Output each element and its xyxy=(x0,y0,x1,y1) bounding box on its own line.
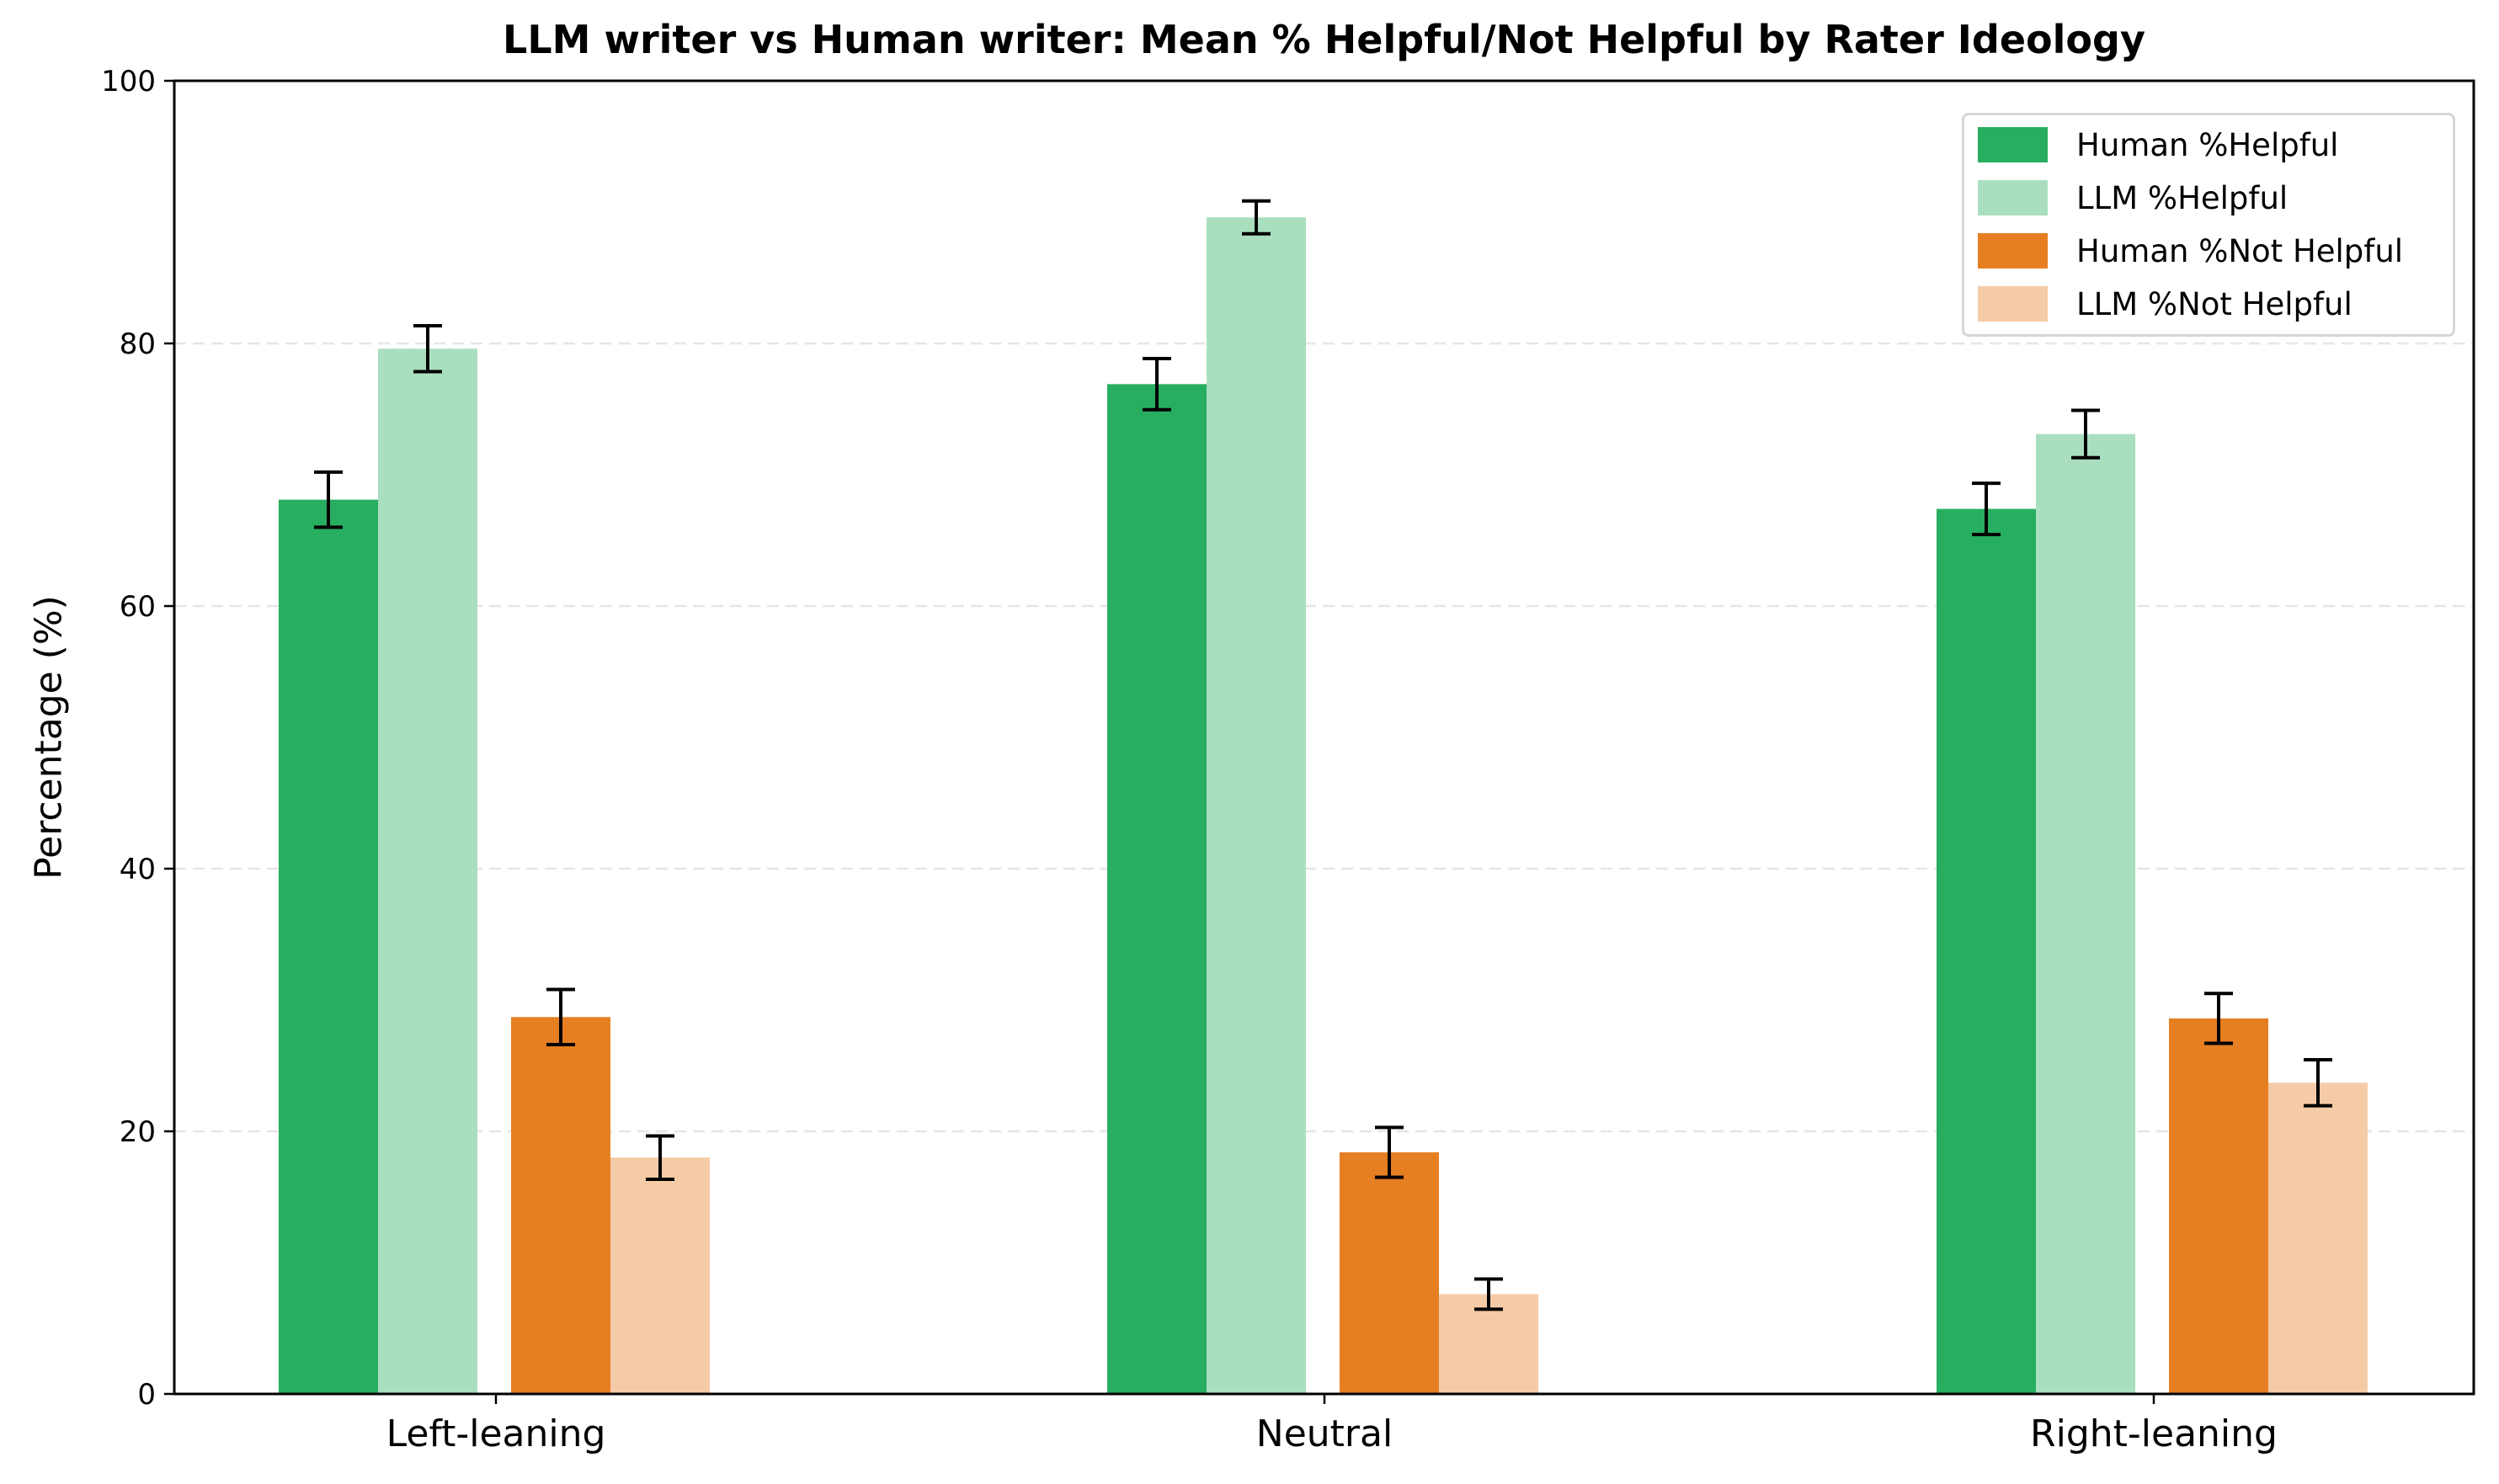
bar xyxy=(2268,1082,2368,1394)
legend-label: Human %Helpful xyxy=(2076,126,2339,163)
bar xyxy=(1207,217,1306,1394)
legend-label: LLM %Not Helpful xyxy=(2076,285,2352,322)
y-tick-label: 100 xyxy=(101,65,156,98)
y-tick-label: 40 xyxy=(120,853,156,886)
chart-title: LLM writer vs Human writer: Mean % Helpf… xyxy=(503,17,2145,62)
bar xyxy=(378,348,477,1394)
y-tick-label: 20 xyxy=(120,1115,156,1149)
legend-swatch xyxy=(1978,180,2048,215)
error-bars xyxy=(314,199,2332,1311)
x-tick-label: Right-leaning xyxy=(2030,1412,2278,1455)
bar xyxy=(2036,433,2135,1394)
bar xyxy=(610,1157,710,1394)
bar xyxy=(1340,1152,1439,1394)
bar xyxy=(1107,384,1207,1394)
legend-item: Human %Not Helpful xyxy=(1978,230,2403,272)
y-tick-label: 0 xyxy=(137,1378,156,1412)
legend-item: Human %Helpful xyxy=(1978,124,2338,166)
legend-item: LLM %Helpful xyxy=(1978,177,2288,219)
legend-swatch xyxy=(1978,127,2048,162)
legend-label: LLM %Helpful xyxy=(2076,179,2289,216)
bar-group-right-leaning xyxy=(1937,433,2368,1394)
bar xyxy=(279,499,378,1394)
y-axis-ticks: 0 20 40 60 80 100 xyxy=(101,65,174,1412)
bar xyxy=(511,1017,610,1394)
legend-swatch xyxy=(1978,286,2048,322)
bar xyxy=(2169,1018,2268,1394)
legend-swatch xyxy=(1978,233,2048,269)
bar xyxy=(1937,508,2036,1394)
x-tick-label: Neutral xyxy=(1256,1412,1393,1455)
bar-group-left-leaning xyxy=(279,348,710,1394)
bar-groups xyxy=(279,217,2368,1394)
y-tick-label: 60 xyxy=(120,590,156,624)
y-tick-label: 80 xyxy=(120,327,156,361)
x-tick-label: Left-leaning xyxy=(386,1412,606,1455)
x-axis-ticks: Left-leaning Neutral Right-leaning xyxy=(386,1394,2278,1455)
bar-group-neutral xyxy=(1107,217,1538,1394)
legend-item: LLM %Not Helpful xyxy=(1978,283,2352,325)
legend-label: Human %Not Helpful xyxy=(2076,232,2404,269)
legend: Human %Helpful LLM %Helpful Human %Not Hel… xyxy=(1962,113,2455,337)
